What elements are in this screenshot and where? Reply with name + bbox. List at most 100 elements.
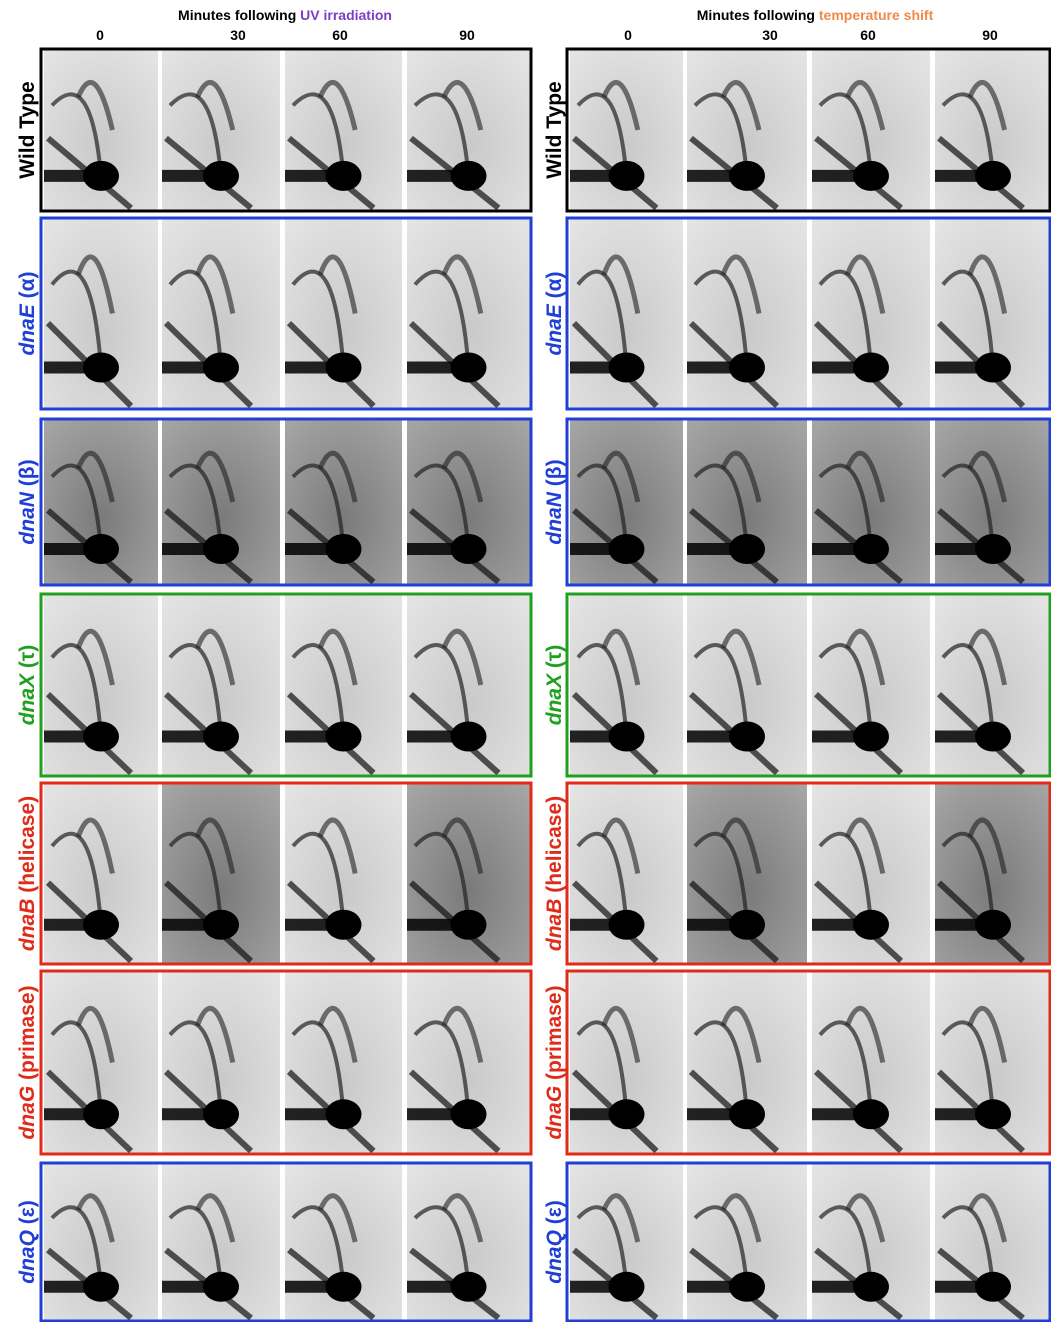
row-label: dnaX (τ) [16, 645, 39, 726]
timepoint-label: 30 [230, 27, 246, 43]
gene-name: dnaB [16, 899, 39, 952]
timepoint-label: 0 [96, 27, 104, 43]
figure: Minutes following UV irradiation 0 30 60 90 W… [0, 0, 1051, 1322]
spot [609, 534, 645, 564]
row-label: dnaB (helicase) [16, 796, 39, 951]
spot [975, 534, 1011, 564]
spot [203, 1099, 239, 1129]
spot [326, 910, 362, 940]
gene-name: dnaG [16, 1086, 39, 1140]
protein-name: (primase) [543, 985, 566, 1080]
spot [729, 722, 765, 752]
spot [609, 910, 645, 940]
spot [203, 1272, 239, 1302]
protein-name: (helicase) [16, 796, 39, 893]
timepoint-label: 90 [982, 27, 998, 43]
row-label: dnaG (primase) [543, 985, 566, 1139]
row-label: dnaQ (ε) [543, 1200, 566, 1283]
spot [451, 1272, 487, 1302]
row-label: dnaE (α) [543, 271, 566, 355]
spot [83, 534, 119, 564]
spot [83, 1099, 119, 1129]
gene-name: dnaX [16, 672, 39, 725]
spot [609, 161, 645, 191]
spot [326, 1272, 362, 1302]
spot [203, 353, 239, 383]
spot [609, 722, 645, 752]
spot [729, 353, 765, 383]
gene-name: dnaG [543, 1086, 566, 1140]
spot [729, 161, 765, 191]
spot [451, 534, 487, 564]
spot [83, 353, 119, 383]
header-highlight: UV irradiation [300, 7, 392, 23]
gene-name: dnaQ [16, 1230, 39, 1284]
gene-name: dnaE [16, 303, 39, 355]
spot [975, 353, 1011, 383]
spot [451, 722, 487, 752]
spot [853, 353, 889, 383]
spot [326, 534, 362, 564]
spot [83, 722, 119, 752]
spot [451, 910, 487, 940]
protein-name: (ε) [543, 1200, 566, 1224]
header-prefix: Minutes following [178, 7, 296, 23]
row-label: dnaN (β) [543, 459, 566, 544]
protein-name: (β) [16, 459, 39, 486]
row-label: dnaB (helicase) [543, 796, 566, 951]
spot [853, 910, 889, 940]
protein-name: (helicase) [543, 796, 566, 893]
spot [203, 722, 239, 752]
gene-name: dnaX [543, 672, 566, 725]
spot [729, 910, 765, 940]
gene-name: Wild Type [543, 81, 566, 178]
spot [203, 161, 239, 191]
gene-name: dnaB [543, 899, 566, 952]
spot [203, 534, 239, 564]
spot [975, 910, 1011, 940]
protein-name: (α) [16, 271, 39, 298]
header-prefix: Minutes following [697, 7, 815, 23]
row-label: Wild Type [543, 81, 566, 178]
spot [609, 1099, 645, 1129]
spot [326, 1099, 362, 1129]
column-header: Minutes following temperature shift [697, 7, 934, 23]
spot [83, 161, 119, 191]
spot [203, 910, 239, 940]
spot [609, 353, 645, 383]
spot [729, 1099, 765, 1129]
spot [853, 1099, 889, 1129]
row-label: dnaQ (ε) [16, 1200, 39, 1283]
spot [853, 722, 889, 752]
protein-name: (primase) [16, 985, 39, 1080]
gene-name: dnaN [543, 491, 566, 544]
timepoint-label: 0 [624, 27, 632, 43]
gene-name: dnaE [543, 303, 566, 355]
row-label: Wild Type [16, 81, 39, 178]
protein-name: (τ) [543, 645, 566, 668]
timepoint-label: 90 [459, 27, 475, 43]
row-label: dnaG (primase) [16, 985, 39, 1139]
spot [451, 1099, 487, 1129]
spot [729, 534, 765, 564]
protein-name: (τ) [16, 645, 39, 668]
spot [83, 910, 119, 940]
spot [451, 161, 487, 191]
spot [853, 161, 889, 191]
spot [975, 722, 1011, 752]
timepoint-label: 60 [332, 27, 348, 43]
gene-name: dnaN [16, 491, 39, 544]
protein-name: (ε) [16, 1200, 39, 1224]
spot [975, 161, 1011, 191]
spot [326, 161, 362, 191]
spot [853, 1272, 889, 1302]
spot [326, 353, 362, 383]
header-highlight: temperature shift [819, 7, 934, 23]
spot [975, 1272, 1011, 1302]
timepoint-label: 30 [762, 27, 778, 43]
spot [609, 1272, 645, 1302]
timepoint-label: 60 [860, 27, 876, 43]
row-label: dnaE (α) [16, 271, 39, 355]
spot [975, 1099, 1011, 1129]
spot [83, 1272, 119, 1302]
